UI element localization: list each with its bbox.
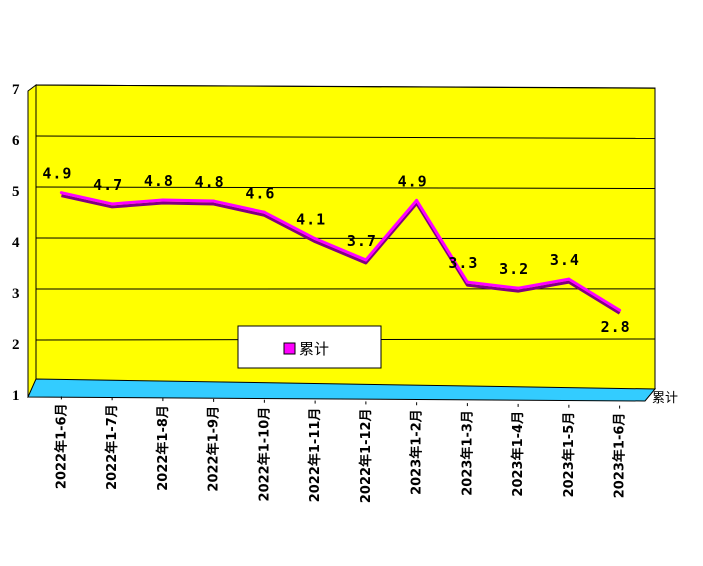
y-tick-label: 2 (12, 337, 20, 353)
data-point (313, 237, 317, 241)
x-tick-label: 2022年1-11月 (307, 408, 323, 503)
data-label: 2.8 (601, 318, 631, 336)
x-tick-label: 2022年1-10月 (256, 407, 272, 502)
chart-floor (27, 378, 657, 402)
legend: 累计 (237, 325, 382, 369)
data-label: 4.9 (398, 172, 428, 190)
y-tick-label: 5 (12, 184, 20, 200)
x-tick-label: 2023年1-4月 (510, 411, 526, 497)
y-tick-label: 7 (12, 82, 20, 98)
data-point (415, 198, 419, 202)
y-tick-label: 3 (12, 286, 20, 302)
gridline (35, 84, 656, 89)
data-label: 4.9 (42, 165, 72, 183)
data-point (59, 191, 63, 195)
gridline (35, 135, 656, 139)
data-label: 4.8 (144, 172, 174, 190)
data-point (161, 198, 165, 202)
data-label: 4.8 (195, 173, 225, 191)
x-tick-label: 2023年1-3月 (459, 410, 475, 496)
data-label: 3.7 (347, 232, 377, 250)
series-line (61, 191, 621, 312)
x-tick-label: 2023年1-5月 (561, 412, 577, 498)
x-tick-label: 2022年1-12月 (358, 408, 374, 503)
gridline (35, 237, 656, 240)
legend-label: 累计 (299, 340, 329, 358)
x-tick-label: 2022年1-9月 (206, 406, 222, 492)
gridline (35, 186, 656, 190)
data-label: 4.1 (296, 211, 326, 229)
legend-box (237, 325, 382, 369)
y-tick-label: 1 (12, 388, 20, 404)
data-point (212, 199, 216, 203)
x-tick-label: 2022年1-7月 (104, 404, 120, 490)
data-point (110, 202, 114, 206)
chart-side-wall (27, 84, 37, 398)
data-point (618, 308, 622, 312)
x-tick-label: 2023年1-6月 (612, 413, 628, 499)
data-label: 4.6 (245, 184, 275, 202)
series-line-group (59, 191, 622, 315)
data-point (262, 210, 266, 214)
y-tick-label: 6 (12, 133, 20, 149)
x-axis: 2022年1-6月 2022年1-7月 2022年1-8月 2022年1-9月 2022… (53, 396, 628, 503)
series-line-shadow (61, 194, 621, 315)
data-point (516, 286, 520, 290)
data-label: 3.4 (550, 251, 580, 269)
data-label: 3.3 (448, 254, 478, 272)
depth-axis-label: 累计 (652, 391, 678, 406)
y-axis: 1 2 3 4 5 6 7 (12, 82, 20, 404)
x-tick-label: 2022年1-8月 (155, 405, 171, 491)
data-point (567, 277, 571, 281)
x-tick-label: 2023年1-2月 (409, 409, 425, 495)
y-tick-label: 4 (12, 235, 20, 251)
data-point (364, 258, 368, 262)
data-label: 4.7 (93, 176, 123, 194)
x-tick-label: 2022年1-6月 (53, 403, 69, 489)
legend-swatch (283, 342, 296, 355)
data-point (465, 280, 469, 284)
data-label: 3.2 (499, 260, 529, 278)
data-labels: 4.9 4.7 4.8 4.8 4.6 4.1 3.7 4.9 3.3 3.2 3.4 2.8 (42, 165, 631, 337)
